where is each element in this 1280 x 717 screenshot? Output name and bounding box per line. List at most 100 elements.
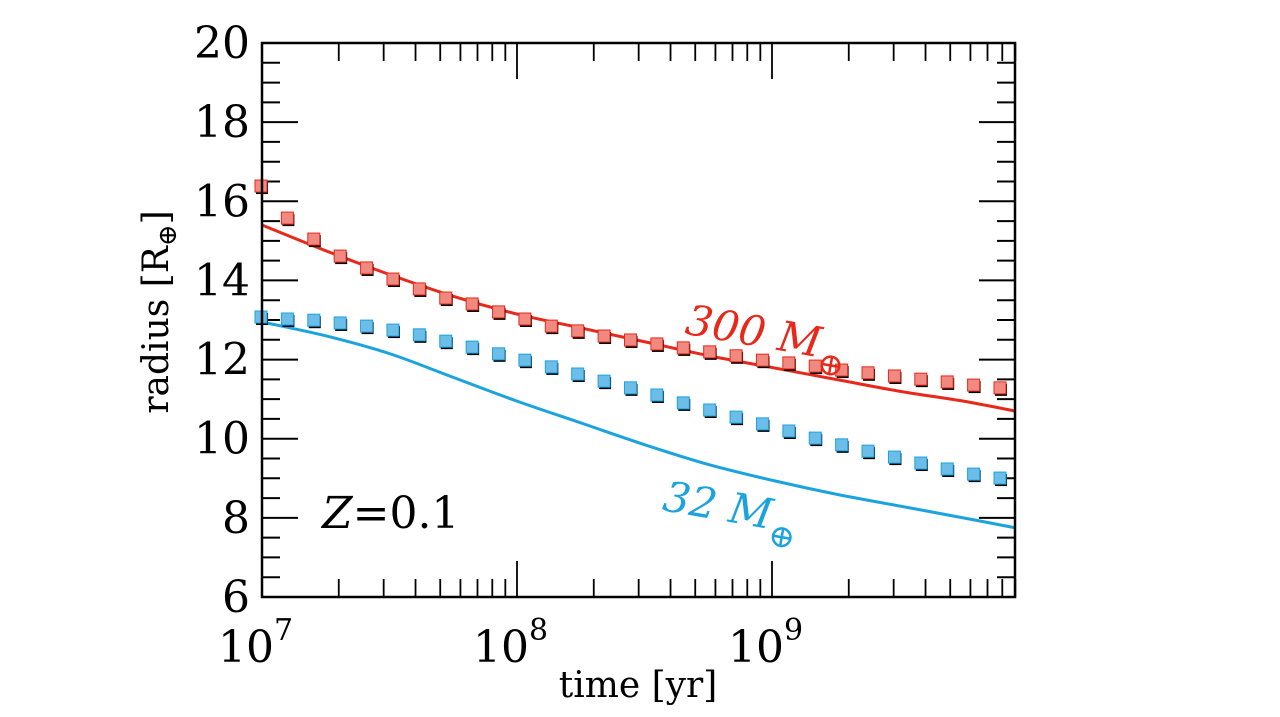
marker-square <box>386 323 400 337</box>
series-lines <box>261 223 1016 530</box>
blue-data-marker <box>386 323 400 339</box>
marker-square <box>307 313 321 327</box>
y-tick-label: 12 <box>194 335 250 386</box>
marker-square <box>492 305 506 319</box>
blue-data-marker <box>518 353 532 369</box>
marker-square <box>544 319 558 333</box>
blue-data-marker <box>544 360 559 375</box>
blue-data-marker <box>465 340 480 356</box>
marker-square <box>650 337 664 351</box>
marker-square <box>861 366 875 380</box>
marker-square <box>492 347 506 361</box>
marker-square <box>887 450 901 464</box>
marker-square <box>729 349 743 363</box>
red-data-marker <box>782 356 796 371</box>
blue-data-marker <box>676 396 691 411</box>
marker-square <box>861 444 875 458</box>
marker-square <box>914 372 928 386</box>
marker-square <box>835 363 849 377</box>
marker-square <box>333 249 347 263</box>
y-tick-label: 16 <box>194 176 250 227</box>
svg-text:radius [R⊕]: radius [R⊕] <box>136 210 183 413</box>
blue-data-marker <box>835 438 849 453</box>
x-axis-label: time [yr] <box>559 665 718 706</box>
y-tick-label: 18 <box>194 97 250 148</box>
y-tick-label: 10 <box>194 414 250 465</box>
marker-square <box>597 374 611 388</box>
red-data-marker <box>544 319 559 335</box>
x-tick-label: 107 <box>218 613 293 673</box>
y-tick-label: 8 <box>222 493 250 544</box>
x-tick-label: 108 <box>473 613 548 673</box>
marker-square <box>808 359 822 373</box>
marker-square <box>280 211 294 225</box>
marker-square <box>755 353 769 367</box>
marker-square <box>782 424 796 438</box>
blue-data-marker <box>914 456 928 472</box>
y-tick-label: 14 <box>194 255 250 306</box>
blue-data-marker <box>333 316 348 331</box>
marker-square <box>571 324 585 338</box>
blue-data-marker <box>280 312 295 327</box>
blue-data-marker <box>782 424 796 439</box>
marker-square <box>676 396 690 410</box>
red-data-marker <box>703 345 717 360</box>
red-data-marker <box>808 359 823 375</box>
blue-data-marker <box>887 450 902 466</box>
marker-square <box>360 319 374 333</box>
marker-square <box>544 360 558 374</box>
marker-square <box>782 356 796 370</box>
marker-square <box>360 261 374 275</box>
metallicity-annotation: Z=0.1 <box>320 488 459 539</box>
blue-data-marker <box>360 319 374 335</box>
marker-square <box>755 417 769 431</box>
marker-square <box>914 456 928 470</box>
red-data-marker <box>465 297 480 312</box>
red-data-marker <box>676 341 691 356</box>
earth-symbol-icon: ⊕ <box>153 224 183 246</box>
red-data-marker <box>914 372 928 388</box>
earth-symbol-icon: ⊕ <box>814 343 847 385</box>
x-tick-label: 109 <box>728 613 803 673</box>
marker-square <box>518 312 532 326</box>
marker-square <box>623 381 637 395</box>
marker-square <box>729 410 743 424</box>
red-data-marker <box>412 282 427 297</box>
red-data-marker <box>386 272 400 288</box>
blue-model-line <box>261 320 1016 530</box>
red-data-marker <box>861 366 876 381</box>
red-data-marker <box>439 291 453 307</box>
marker-square <box>967 378 981 392</box>
red-data-marker <box>597 329 612 345</box>
red-data-marker <box>333 249 348 265</box>
marker-square <box>967 467 981 481</box>
red-model-line <box>261 223 1016 413</box>
red-data-marker <box>492 305 506 320</box>
marker-square <box>993 471 1007 485</box>
marker-square <box>439 291 453 305</box>
blue-data-marker <box>967 467 981 483</box>
red-data-marker <box>729 349 744 364</box>
red-data-marker <box>571 324 585 339</box>
y-tick-label: 20 <box>194 18 250 69</box>
series-label-text: 32 M⊕ <box>657 472 802 558</box>
marker-square <box>412 282 426 296</box>
red-data-marker <box>835 363 849 379</box>
blue-data-marker <box>623 381 638 396</box>
red-data-marker <box>307 232 321 248</box>
red-data-marker <box>280 211 295 227</box>
series-labels: 300 M⊕ 32 M⊕ <box>657 295 852 558</box>
plot-frame <box>260 41 1017 599</box>
marker-square <box>887 369 901 383</box>
y-axis-label: radius [R⊕] <box>136 210 183 413</box>
marker-square <box>465 340 479 354</box>
marker-square <box>650 388 664 402</box>
series-label-text: 300 M⊕ <box>680 295 852 385</box>
blue-data-marker <box>412 328 427 343</box>
earth-symbol-icon: ⊕ <box>765 515 798 557</box>
red-data-marker <box>518 312 532 327</box>
marker-square <box>993 381 1007 395</box>
blue-data-marker <box>597 374 612 390</box>
y-axis-label-text: radius [R <box>136 245 177 413</box>
